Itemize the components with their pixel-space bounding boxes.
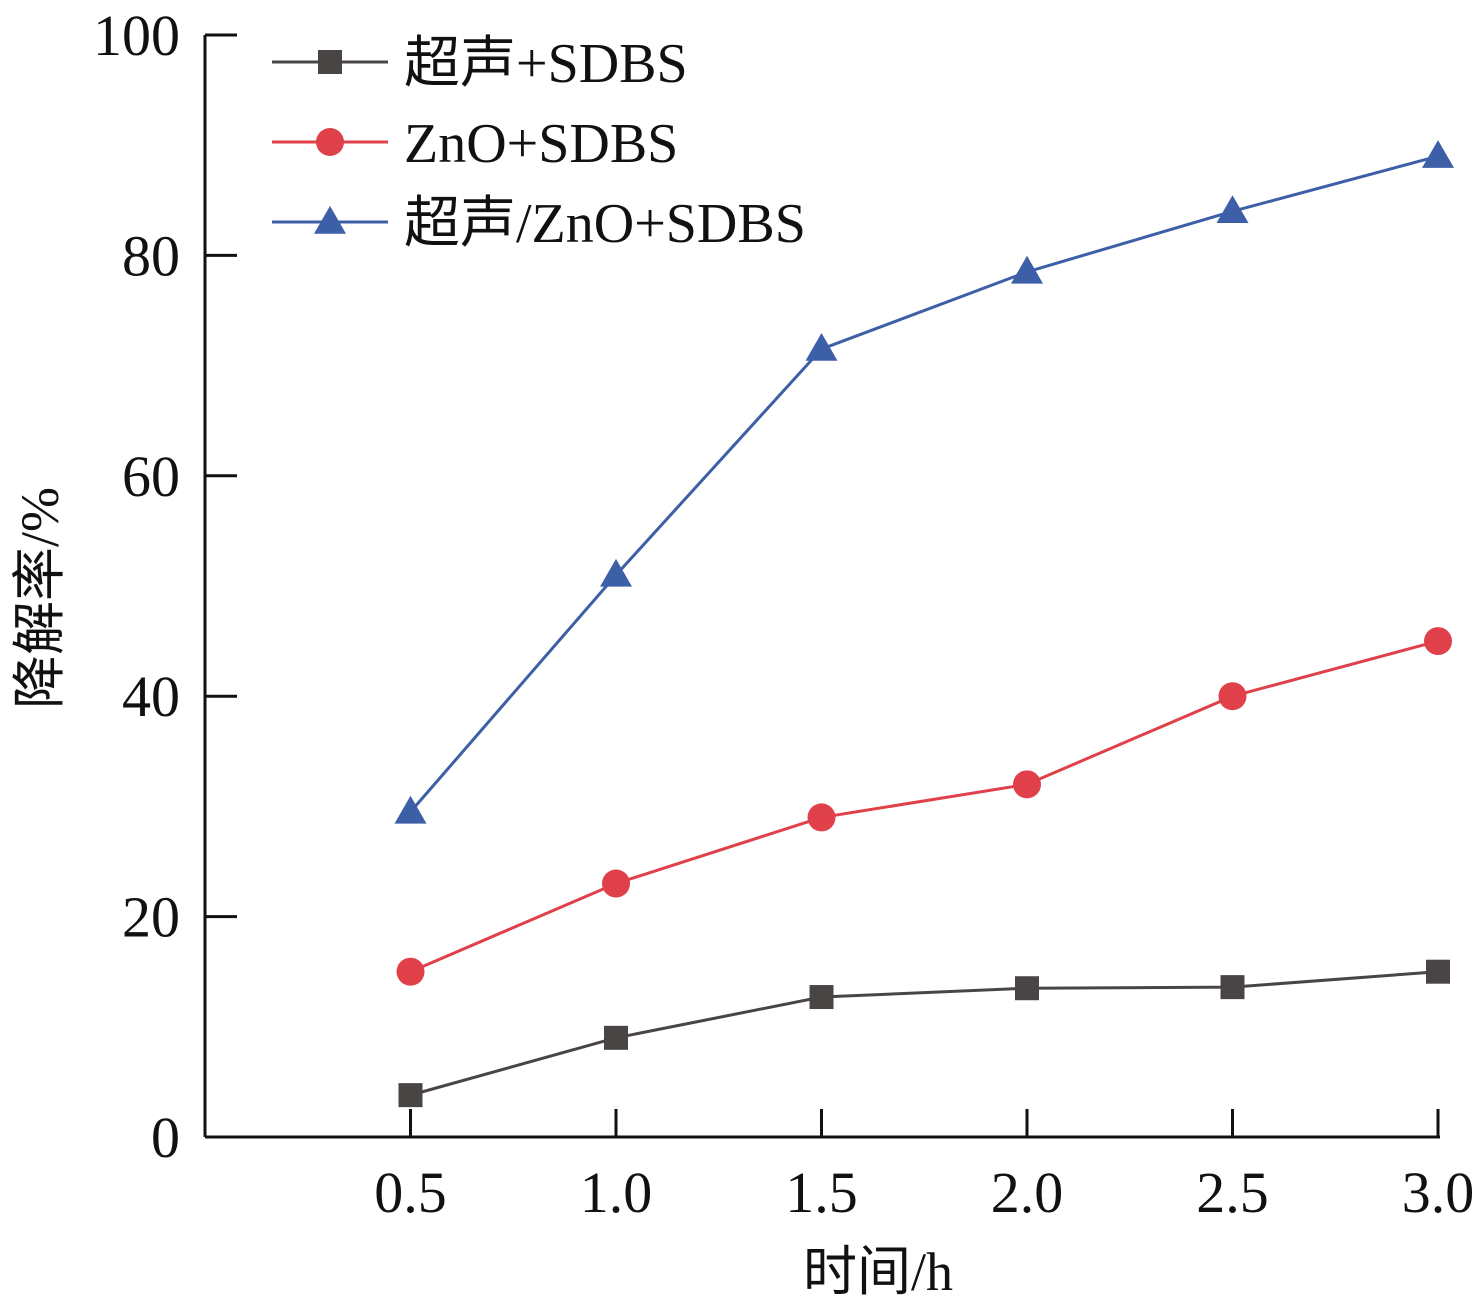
data-point (1013, 770, 1041, 799)
data-point (1422, 140, 1454, 168)
y-tick-label: 80 (122, 223, 180, 288)
data-point (604, 1025, 628, 1050)
y-tick-label: 40 (122, 664, 180, 729)
y-axis-ticks: 0 20 40 60 80 100 (93, 3, 237, 1170)
data-point (809, 985, 834, 1010)
data-point (602, 869, 630, 898)
data-point (1424, 627, 1452, 656)
data-point (805, 332, 838, 361)
y-tick-label: 100 (93, 3, 180, 68)
legend-item: 超声/ZnO+SDBS (272, 193, 806, 255)
data-point (396, 957, 425, 986)
data-point (1426, 959, 1450, 984)
data-point (1015, 976, 1039, 1001)
series-line (409, 154, 1439, 813)
x-tick-label: 0.5 (374, 1160, 447, 1225)
series-2 (396, 627, 1452, 986)
y-tick-label: 20 (122, 885, 180, 950)
legend-marker (316, 128, 344, 156)
legend-item: ZnO+SDBS (272, 113, 678, 175)
x-axis-ticks: 0.5 1.0 1.5 2.0 2.5 3.0 (374, 1109, 1474, 1225)
x-tick-label: 2.5 (1196, 1160, 1269, 1225)
legend-item: 超声+SDBS (272, 33, 688, 95)
data-point (600, 558, 632, 587)
data-point (807, 803, 836, 832)
data-point (1216, 195, 1249, 224)
series-1 (398, 959, 1450, 1108)
y-axis-title: 降解率/% (10, 487, 70, 709)
legend-label: ZnO+SDBS (404, 113, 678, 175)
series-3 (394, 140, 1454, 824)
series-line (409, 639, 1439, 974)
x-tick-label: 1.5 (785, 1160, 858, 1225)
series-line (410, 970, 1439, 1097)
data-point (1220, 975, 1245, 1000)
data-point (398, 1083, 423, 1108)
series-group (394, 140, 1454, 1108)
x-tick-label: 1.0 (580, 1160, 653, 1225)
x-tick-label: 2.0 (991, 1160, 1064, 1225)
legend-marker (314, 205, 346, 234)
data-point (1011, 255, 1043, 284)
legend-label: 超声+SDBS (404, 33, 688, 95)
y-tick-label: 0 (151, 1105, 180, 1170)
y-tick-label: 60 (122, 444, 180, 509)
data-point (1218, 682, 1247, 711)
x-tick-label: 3.0 (1402, 1160, 1475, 1225)
legend-label: 超声/ZnO+SDBS (404, 193, 806, 255)
x-axis-title: 时间/h (803, 1242, 953, 1302)
data-point (394, 795, 427, 824)
legend: 超声+SDBS ZnO+SDBS 超声/ZnO+SDBS (272, 33, 806, 255)
legend-marker (318, 50, 342, 74)
axes (203, 35, 1440, 1139)
